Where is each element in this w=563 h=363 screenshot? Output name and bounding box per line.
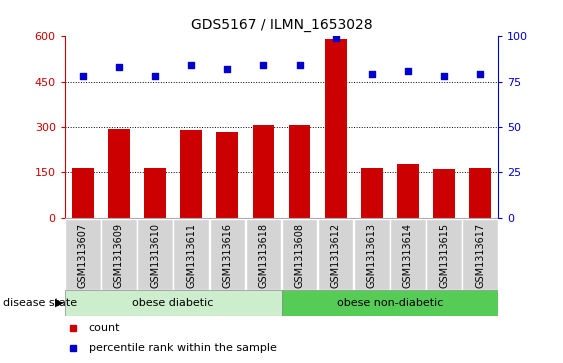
- FancyBboxPatch shape: [173, 219, 209, 290]
- Bar: [434, 170, 455, 218]
- Text: GSM1313614: GSM1313614: [403, 223, 413, 288]
- Point: [331, 35, 340, 41]
- Text: obese non-diabetic: obese non-diabetic: [337, 298, 443, 308]
- Text: GSM1313608: GSM1313608: [294, 223, 305, 288]
- Bar: [325, 39, 347, 218]
- Point: [440, 73, 449, 79]
- FancyBboxPatch shape: [462, 219, 498, 290]
- Point: [404, 68, 413, 74]
- Text: GSM1313609: GSM1313609: [114, 223, 124, 288]
- FancyBboxPatch shape: [245, 219, 281, 290]
- Text: percentile rank within the sample: percentile rank within the sample: [88, 343, 276, 354]
- Bar: [253, 125, 274, 218]
- Bar: [470, 168, 491, 218]
- Text: GSM1313607: GSM1313607: [78, 223, 88, 288]
- FancyBboxPatch shape: [65, 219, 101, 290]
- Bar: [361, 168, 383, 218]
- Point: [187, 62, 196, 68]
- Text: GSM1313618: GSM1313618: [258, 223, 269, 288]
- Point: [114, 64, 123, 70]
- Title: GDS5167 / ILMN_1653028: GDS5167 / ILMN_1653028: [191, 19, 372, 33]
- FancyBboxPatch shape: [426, 219, 462, 290]
- Point: [78, 73, 87, 79]
- Bar: [216, 131, 238, 218]
- Text: obese diabetic: obese diabetic: [132, 298, 214, 308]
- FancyBboxPatch shape: [101, 219, 137, 290]
- Text: GSM1313612: GSM1313612: [330, 223, 341, 288]
- FancyBboxPatch shape: [137, 219, 173, 290]
- Text: disease state: disease state: [3, 298, 77, 308]
- Text: GSM1313617: GSM1313617: [475, 223, 485, 288]
- Bar: [282, 290, 498, 316]
- FancyBboxPatch shape: [282, 219, 318, 290]
- Point: [476, 72, 485, 77]
- FancyBboxPatch shape: [318, 219, 354, 290]
- Bar: [65, 290, 282, 316]
- Point: [295, 62, 304, 68]
- Text: GSM1313615: GSM1313615: [439, 223, 449, 288]
- Text: GSM1313610: GSM1313610: [150, 223, 160, 288]
- Bar: [289, 125, 310, 218]
- Text: GSM1313616: GSM1313616: [222, 223, 233, 288]
- Bar: [397, 164, 419, 218]
- Bar: [72, 168, 93, 218]
- FancyBboxPatch shape: [390, 219, 426, 290]
- Bar: [108, 129, 129, 218]
- FancyBboxPatch shape: [209, 219, 245, 290]
- FancyBboxPatch shape: [354, 219, 390, 290]
- Text: GSM1313613: GSM1313613: [367, 223, 377, 288]
- Point: [367, 72, 376, 77]
- Text: GSM1313611: GSM1313611: [186, 223, 196, 288]
- Text: count: count: [88, 323, 120, 333]
- Bar: [180, 130, 202, 218]
- Point: [259, 62, 268, 68]
- Point: [150, 73, 159, 79]
- Bar: [144, 168, 166, 218]
- Text: ▶: ▶: [55, 298, 64, 308]
- Point: [223, 66, 232, 72]
